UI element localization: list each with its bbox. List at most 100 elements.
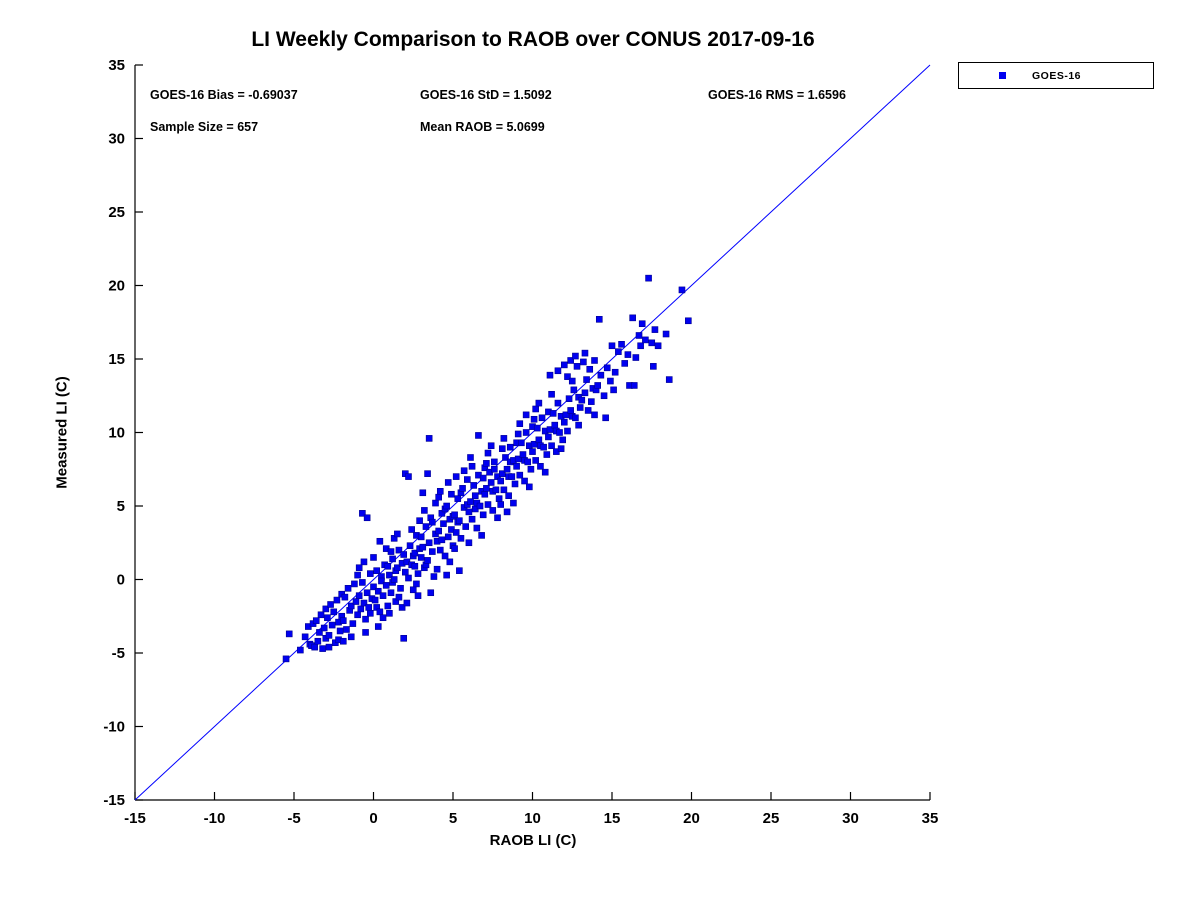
data-point [495, 495, 503, 502]
data-point [365, 604, 373, 611]
data-point [282, 655, 290, 663]
data-point [519, 451, 527, 458]
data-point [533, 424, 541, 432]
data-point [386, 571, 393, 579]
data-point [522, 411, 530, 419]
data-point [645, 274, 652, 282]
y-tick-label: -15 [103, 792, 125, 809]
data-point [376, 608, 384, 616]
data-point [417, 533, 425, 541]
y-tick-label: 15 [108, 351, 125, 368]
data-point [583, 376, 590, 383]
data-point [360, 599, 368, 607]
data-point [339, 617, 347, 624]
data-point [301, 633, 309, 641]
data-point [394, 564, 401, 572]
data-point [387, 589, 395, 597]
data-point [518, 439, 525, 447]
data-point [497, 501, 505, 508]
data-point [487, 479, 495, 486]
data-point [457, 535, 465, 542]
data-point [575, 421, 582, 429]
data-point [527, 465, 535, 473]
data-point [454, 495, 462, 502]
data-point [650, 363, 657, 370]
data-point [610, 386, 617, 394]
data-point [347, 633, 355, 641]
data-point [319, 645, 326, 652]
data-point [355, 564, 363, 572]
data-point [630, 382, 638, 389]
data-point [325, 643, 333, 651]
data-point [432, 499, 439, 507]
data-point [556, 429, 563, 436]
data-point [524, 458, 532, 466]
data-point [503, 508, 511, 516]
data-point [529, 448, 536, 455]
data-point [497, 477, 505, 485]
data-point [665, 376, 673, 383]
x-tick-label: 35 [922, 810, 939, 827]
data-point [452, 529, 460, 536]
data-point [541, 468, 549, 476]
data-point [632, 354, 640, 361]
data-point [557, 445, 565, 452]
data-point [429, 518, 436, 526]
identity-line [134, 64, 931, 801]
data-point [600, 392, 608, 400]
data-point [535, 399, 543, 407]
data-point [568, 377, 576, 385]
data-point [567, 357, 574, 364]
data-point [347, 602, 355, 610]
data-point [554, 399, 562, 407]
data-point [400, 634, 408, 642]
data-point [502, 454, 509, 461]
data-point [435, 493, 442, 501]
data-point [354, 571, 361, 579]
data-point [371, 596, 379, 604]
data-point [487, 442, 495, 450]
data-point [417, 554, 425, 561]
data-point [562, 411, 570, 419]
data-point [357, 605, 365, 613]
data-point [349, 620, 357, 627]
data-point [591, 357, 598, 364]
data-point [537, 463, 544, 470]
data-point [397, 585, 404, 592]
data-point [411, 549, 419, 557]
annotation-mean-raob: Mean RAOB = 5.0699 [420, 120, 545, 134]
data-point [405, 574, 412, 582]
data-point [441, 552, 449, 560]
data-point [611, 368, 619, 376]
data-point [500, 435, 508, 442]
data-point [465, 539, 473, 547]
data-point [578, 396, 586, 404]
chart-title: LI Weekly Comparison to RAOB over CONUS … [251, 28, 815, 51]
data-point [484, 449, 492, 457]
data-point [500, 486, 508, 494]
annotation-sample-size: Sample Size = 657 [150, 120, 259, 134]
data-point [424, 557, 431, 564]
data-point [328, 621, 336, 629]
data-point [359, 579, 366, 586]
data-point [359, 510, 366, 517]
data-point [408, 526, 415, 533]
data-point [336, 627, 344, 635]
data-point [505, 492, 512, 500]
data-point [468, 515, 476, 523]
data-point [444, 479, 452, 486]
data-point [549, 410, 557, 417]
data-point [405, 473, 412, 480]
data-point [444, 533, 452, 541]
data-point [386, 610, 393, 617]
data-point [433, 565, 441, 573]
data-point [394, 530, 401, 538]
data-point [595, 316, 603, 323]
data-point [395, 593, 403, 601]
data-point [513, 463, 520, 470]
data-point [363, 589, 371, 597]
data-point [351, 580, 358, 588]
x-tick-label: 20 [683, 810, 700, 827]
data-point [376, 537, 384, 545]
data-point [603, 364, 611, 372]
